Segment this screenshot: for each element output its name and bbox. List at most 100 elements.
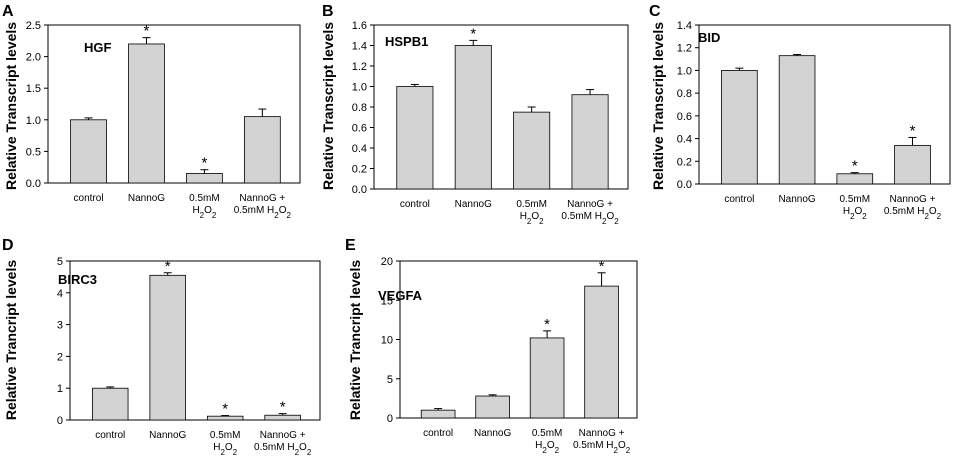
y-tick-label: 1.6: [352, 20, 367, 32]
y-tick-label: 5: [387, 374, 393, 386]
y-tick-label: 0.0: [677, 179, 692, 191]
y-tick-label: 0: [387, 413, 393, 425]
y-tick-label: 0.0: [352, 184, 367, 196]
plot-frame: [698, 24, 951, 185]
significance-marker: *: [470, 25, 476, 42]
chart-title: BID: [698, 30, 720, 45]
bar-3: [186, 173, 223, 184]
significance-marker: *: [165, 258, 171, 275]
x-category-label: control: [74, 193, 104, 204]
x-category-label: NannoG +: [890, 194, 936, 205]
bar-4: [243, 116, 281, 184]
x-category-label-line2: H2O2: [213, 442, 237, 457]
y-tick-label: 4: [57, 288, 63, 300]
y-tick-label: 0.6: [352, 123, 367, 135]
bar-1: [70, 119, 107, 184]
chart-panel-b: B HSPB1 Relative Transcript levels 0.0 0.2 0.…: [320, 3, 629, 226]
y-tick-label: 3: [57, 320, 63, 332]
y-tick-label: 1.0: [677, 65, 692, 77]
chart-panel-d: D BIRC3 Relative Trancript levels 0 1 2 3 4 5 con…: [2, 237, 321, 457]
significance-marker: *: [852, 158, 858, 175]
bar-3: [836, 173, 874, 185]
y-tick-label: 1.0: [352, 82, 367, 94]
x-category-label: 0.5mM: [210, 430, 241, 441]
x-category-label-line2: H2O2: [192, 205, 216, 220]
x-category-label-line2: H2O2: [520, 211, 544, 226]
panel-letter: A: [2, 3, 14, 20]
x-category-label-line2: H2O2: [535, 440, 559, 455]
y-tick-label: 0.5: [26, 146, 41, 158]
bar-4: [571, 94, 609, 190]
bar-2: [128, 43, 165, 184]
y-tick-label: 1.4: [352, 41, 367, 53]
x-category-label-line2: 0.5mM H2O2: [254, 442, 312, 457]
y-tick-label: 1.2: [352, 61, 367, 73]
bar-2: [149, 274, 186, 421]
x-category-label: NannoG +: [579, 428, 625, 439]
y-axis-label: Relative Trancript levels: [347, 260, 363, 421]
x-category-label: NannoG: [455, 199, 492, 210]
y-tick-label: 20: [381, 256, 393, 268]
significance-marker: *: [222, 401, 228, 418]
significance-marker: *: [201, 155, 207, 172]
bar-1: [721, 70, 758, 185]
bar-3: [513, 111, 551, 190]
x-category-label: 0.5mM: [189, 193, 220, 204]
y-tick-label: 0.0: [26, 178, 41, 190]
y-tick-label: 0.6: [677, 111, 692, 123]
significance-marker: *: [280, 399, 286, 416]
y-tick-label: 0.8: [352, 102, 367, 114]
x-category-label: NannoG: [474, 428, 511, 439]
panel-letter: C: [649, 3, 661, 20]
y-tick-label: 0.8: [677, 88, 692, 100]
bar-2: [778, 55, 816, 185]
chart-title: VEGFA: [378, 288, 423, 303]
chart-title: BIRC3: [58, 272, 97, 287]
bar-4: [894, 144, 931, 185]
significance-marker: *: [144, 23, 150, 40]
y-axis-label: Relative Transcript levels: [320, 22, 336, 190]
y-tick-label: 10: [381, 335, 393, 347]
chart-panel-e: E VEGFA Relative Trancript levels 0 5 10 15 20 c…: [345, 237, 638, 455]
bar-1: [92, 387, 129, 421]
y-tick-label: 15: [381, 295, 393, 307]
significance-marker: *: [599, 258, 605, 275]
x-category-label: NannoG +: [567, 199, 613, 210]
bar-3: [529, 337, 565, 419]
plot-frame: [69, 260, 321, 421]
panel-letter: D: [2, 237, 14, 254]
y-tick-label: 0: [57, 415, 63, 427]
bar-1: [396, 86, 434, 190]
chart-panel-a: A HGF Relative Transcript levels 0.0 0.5 1.0 1…: [2, 3, 301, 220]
y-tick-label: 0.4: [352, 143, 367, 155]
x-category-label: NannoG: [149, 430, 186, 441]
x-category-label-line2: 0.5mM H2O2: [234, 205, 292, 220]
y-tick-label: 2.5: [26, 20, 41, 32]
y-axis-label: Relative Transcript levels: [3, 22, 19, 190]
y-tick-label: 0.4: [677, 134, 692, 146]
chart-title: HSPB1: [385, 34, 428, 49]
significance-marker: *: [910, 122, 916, 139]
x-category-label: NannoG +: [239, 193, 285, 204]
y-axis-label: Relative Transcript levels: [650, 22, 666, 190]
x-category-label: NannoG: [128, 193, 165, 204]
x-category-label-line2: 0.5mM H2O2: [573, 440, 631, 455]
x-category-label: control: [400, 199, 430, 210]
y-tick-label: 1: [57, 383, 63, 395]
x-category-label: 0.5mM: [532, 428, 563, 439]
y-tick-label: 0.2: [677, 156, 692, 168]
bar-1: [420, 409, 456, 419]
x-category-label-line2: 0.5mM H2O2: [884, 206, 942, 221]
x-category-label: 0.5mM: [516, 199, 547, 210]
panel-letter: E: [345, 237, 356, 254]
bar-2: [475, 395, 510, 419]
bar-4: [264, 414, 301, 421]
bar-4: [584, 285, 619, 419]
x-category-label-line2: H2O2: [843, 206, 867, 221]
y-tick-label: 1.0: [26, 115, 41, 127]
y-tick-label: 1.2: [677, 43, 692, 55]
y-tick-label: 1.4: [677, 20, 692, 32]
y-tick-label: 0.2: [352, 164, 367, 176]
y-tick-label: 2.0: [26, 52, 41, 64]
y-tick-label: 1.5: [26, 83, 41, 95]
